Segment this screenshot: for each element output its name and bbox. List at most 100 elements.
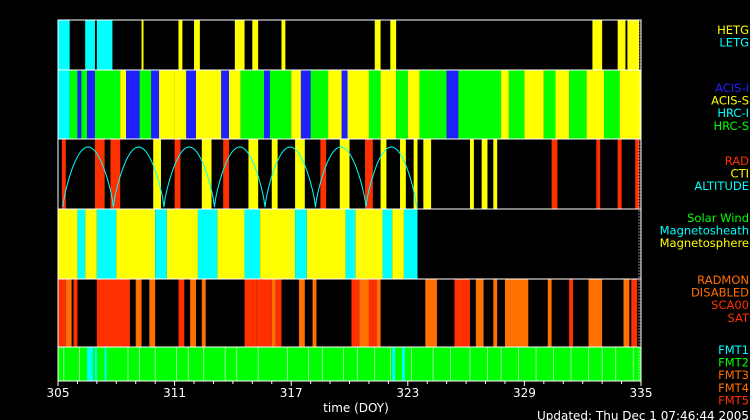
interval-bar-environment-17 [403, 209, 418, 279]
interval-bar-radmon-4 [135, 279, 142, 347]
interval-bar-radmon-6 [178, 279, 185, 347]
legend-rad: RAD [725, 154, 749, 168]
interval-bar-instrument-8 [139, 70, 152, 139]
x-axis: 305 311 317 323 329 335 time (DOY) [47, 380, 653, 415]
interval-bar-radiation-19 [493, 139, 498, 209]
interval-bar-radmon-19 [425, 279, 437, 347]
interval-bar-format-5 [401, 347, 405, 381]
altitude-curve [62, 146, 418, 208]
legend-fmt3: FMT3 [718, 368, 749, 382]
panel-radmon [57, 278, 642, 348]
x-axis-label: time (DOY) [323, 401, 389, 415]
x-tick-label-323: 323 [396, 386, 419, 400]
interval-bar-radiation-12 [365, 139, 373, 209]
panel-grating [57, 19, 642, 71]
panel-format [57, 346, 642, 382]
interval-bar-radmon-11 [271, 279, 276, 347]
interval-bar-radiation-7 [248, 139, 259, 209]
interval-bar-grating-13 [627, 20, 640, 70]
interval-bar-grating-0 [58, 20, 70, 70]
interval-bar-instrument-29 [419, 70, 447, 139]
interval-bar-grating-11 [592, 20, 603, 70]
interval-bar-radmon-26 [588, 279, 603, 347]
interval-bar-instrument-33 [508, 70, 525, 139]
interval-bar-instrument-20 [300, 70, 311, 139]
legend-acis-i: ACIS-I [715, 81, 749, 95]
legend-radmon: RADMON [697, 273, 749, 287]
interval-bar-radiation-9 [295, 139, 305, 209]
interval-bar-radiation-16 [423, 139, 432, 209]
interval-bar-grating-3 [141, 20, 144, 70]
legend-fmt4: FMT4 [718, 381, 749, 395]
panels-group [57, 19, 642, 382]
interval-bar-radmon-17 [368, 279, 377, 347]
interval-bar-environment-15 [382, 209, 393, 279]
interval-bar-environment-2 [85, 209, 97, 279]
interval-bar-radmon-12 [275, 279, 282, 347]
interval-bar-environment-3 [96, 209, 117, 279]
interval-bar-instrument-37 [569, 70, 587, 139]
interval-bar-instrument-25 [368, 70, 381, 139]
interval-bar-radmon-20 [454, 279, 470, 347]
interval-bar-instrument-14 [221, 70, 230, 139]
x-tick-label-311: 311 [163, 386, 186, 400]
legend-fmt1: FMT1 [718, 343, 749, 357]
interval-bar-radiation-23 [635, 139, 640, 209]
interval-bar-radiation-2 [110, 139, 121, 209]
legend-solar-wind: Solar Wind [687, 211, 749, 225]
interval-bar-instrument-2 [77, 70, 82, 139]
legend-hetg: HETG [717, 23, 749, 37]
interval-bar-environment-16 [392, 209, 404, 279]
interval-bar-radiation-8 [271, 139, 278, 209]
interval-bar-environment-10 [260, 209, 296, 279]
interval-bar-environment-0 [58, 209, 78, 279]
interval-bar-environment-8 [217, 209, 245, 279]
interval-bar-radmon-8 [201, 279, 206, 347]
interval-bar-instrument-26 [380, 70, 397, 139]
legend-cti: CTI [731, 167, 749, 181]
interval-bar-instrument-35 [543, 70, 556, 139]
interval-bar-environment-9 [244, 209, 261, 279]
interval-bar-radiation-18 [481, 139, 488, 209]
interval-bar-grating-12 [617, 20, 626, 70]
interval-bar-radmon-23 [504, 279, 529, 347]
interval-bar-radmon-27 [623, 279, 630, 347]
interval-bar-instrument-28 [407, 70, 420, 139]
interval-bar-environment-5 [155, 209, 167, 279]
interval-bar-radmon-28 [631, 279, 638, 347]
interval-bar-instrument-6 [120, 70, 127, 139]
legend-altitude: ALTITUDE [694, 179, 749, 193]
interval-bar-grating-10 [390, 20, 397, 70]
updated-timestamp: Updated: Thu Dec 1 07:46:44 2005 [537, 409, 749, 420]
interval-bar-instrument-10 [159, 70, 175, 139]
interval-bar-radmon-0 [58, 279, 66, 347]
interval-bar-instrument-0 [58, 70, 70, 139]
interval-bar-grating-8 [281, 20, 286, 70]
interval-bar-radiation-14 [400, 139, 406, 209]
interval-bar-radiation-11 [339, 139, 350, 209]
legend-fmt5: FMT5 [718, 393, 749, 407]
interval-bar-instrument-19 [291, 70, 301, 139]
interval-bar-radmon-24 [547, 279, 552, 347]
panel-radiation [57, 138, 642, 210]
interval-bar-radmon-21 [475, 279, 484, 347]
interval-bar-instrument-21 [310, 70, 329, 139]
interval-bar-instrument-39 [604, 70, 620, 139]
interval-bar-format-2 [94, 347, 97, 381]
panel-frame-grating [57, 19, 642, 71]
interval-bar-radiation-17 [469, 139, 474, 209]
panel-instrument [57, 69, 642, 140]
x-tick-label-335: 335 [630, 386, 653, 400]
x-tick-label-329: 329 [513, 386, 536, 400]
interval-bar-radmon-13 [298, 279, 305, 347]
legend-letg: LETG [719, 36, 749, 50]
interval-bar-environment-11 [295, 209, 307, 279]
interval-bar-radmon-7 [190, 279, 196, 347]
interval-bar-instrument-16 [240, 70, 264, 139]
interval-bar-radiation-21 [596, 139, 601, 209]
interval-bar-instrument-34 [524, 70, 544, 139]
interval-bar-format-1 [87, 347, 93, 381]
interval-bar-instrument-9 [151, 70, 160, 139]
